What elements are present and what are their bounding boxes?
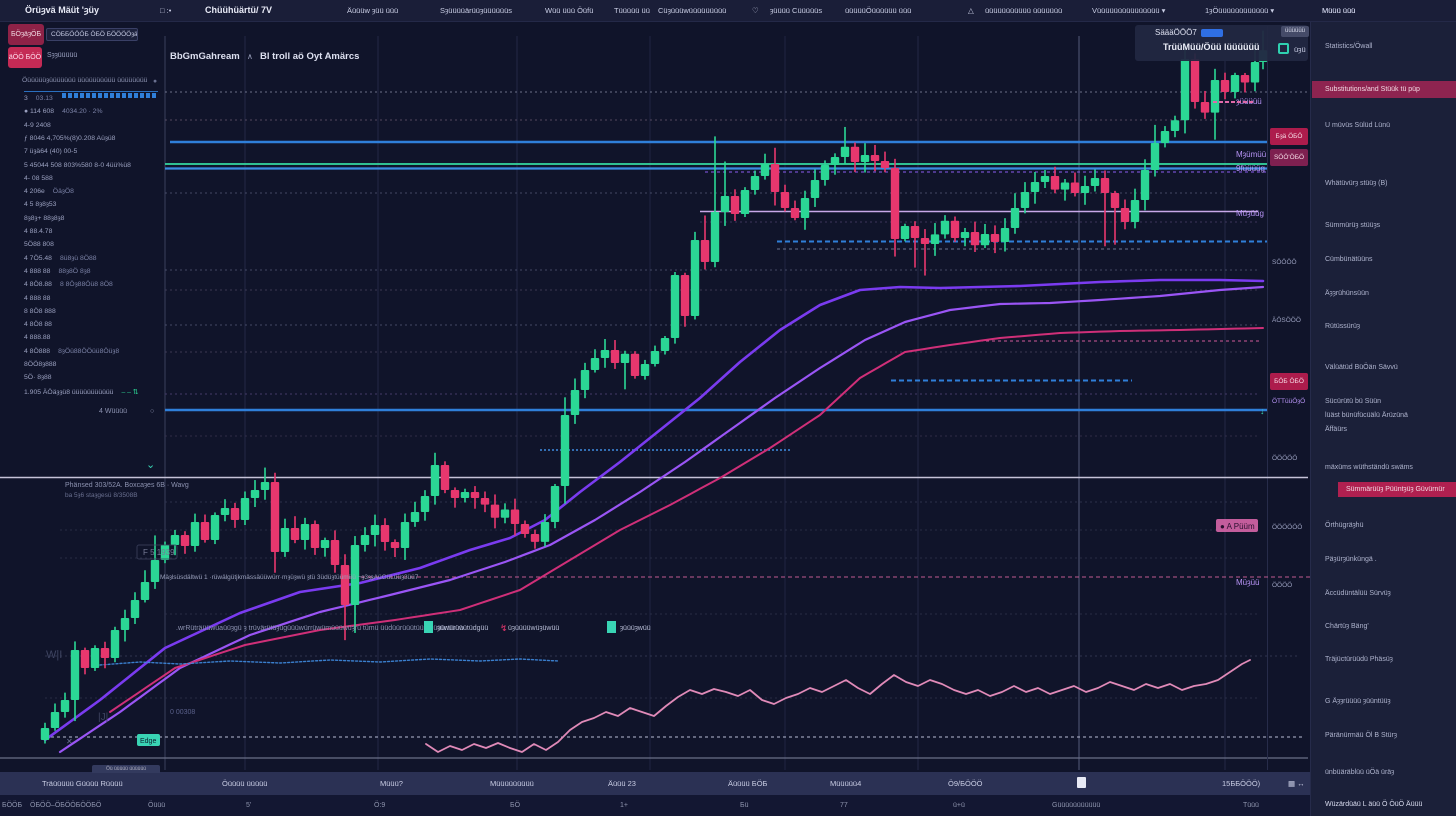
svg-text:ȝüüüȝwüü: ȝüüüȝwüü [620, 625, 651, 632]
svg-text:Mȝümüü: Mȝümüü [1236, 150, 1266, 159]
svg-text:ȝüüüüü: ȝüüüüü [1236, 97, 1262, 106]
svg-text:.wrRüträüüwüaüüȝgü ȝ trüvärütü: .wrRüträüüwüaüüȝgü ȝ trüvärütüȝügüüüwürr… [176, 625, 465, 632]
svg-text:Bl troll aö Oyt Amärcs: Bl troll aö Oyt Amärcs [260, 51, 359, 62]
svg-text:⌄: ⌄ [146, 459, 155, 471]
svg-text:Müȝüü: Müȝüü [1236, 578, 1260, 587]
svg-text:Müȝüüg: Müȝüüg [1236, 209, 1264, 218]
svg-text:↓: ↓ [1260, 406, 1265, 416]
svg-text:0 00308: 0 00308 [170, 709, 195, 716]
svg-text:BbGmGahream: BbGmGahream [170, 51, 240, 62]
svg-text:Edge: Edge [140, 738, 156, 745]
svg-text:F 5 1939: F 5 1939 [143, 548, 175, 557]
svg-text:9füüüüg: 9füüüüg [1236, 164, 1265, 173]
svg-text:✕: ✕ [66, 737, 73, 746]
svg-text:ȝüwürüüütüdgüü: ȝüwürüüütüdgüü [437, 625, 488, 632]
svg-text:W|I: W|I [46, 649, 62, 661]
svg-text:Phänsed 303/52A. Boxcaȝes 6B ·: Phänsed 303/52A. Boxcaȝes 6B · Wavg [65, 482, 189, 489]
svg-text:Mäȝlsüsdältwü 1 ·rüwälgütjkmäs: Mäȝlsüsdältwü 1 ·rüwälgütjkmässäüüwürr·m… [160, 574, 419, 581]
svg-text:ba 5ȝ6 staȝgesü 8/3508B: ba 5ȝ6 staȝgesü 8/3508B [65, 492, 138, 499]
svg-text:↯: ↯ [500, 623, 508, 633]
svg-text:∧: ∧ [247, 52, 253, 61]
svg-text:● A Püüm: ● A Püüm [1220, 522, 1255, 531]
svg-text:üȝüüüüwüȝüwüü: üȝüüüüwüȝüwüü [508, 625, 559, 632]
svg-text:|J|: |J| [98, 712, 108, 723]
